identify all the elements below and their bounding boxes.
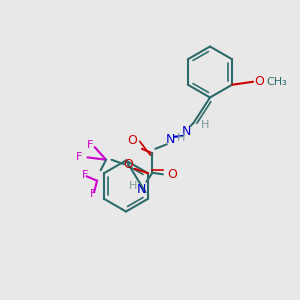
- Text: H: H: [177, 133, 185, 143]
- Text: F: F: [89, 189, 96, 199]
- Text: O: O: [168, 168, 177, 181]
- Text: H: H: [129, 181, 137, 191]
- Text: H: H: [201, 120, 209, 130]
- Text: N: N: [136, 183, 146, 196]
- Text: N: N: [182, 125, 192, 138]
- Text: O: O: [128, 134, 137, 147]
- Text: F: F: [76, 152, 82, 162]
- Text: O: O: [124, 158, 134, 171]
- Text: F: F: [86, 140, 93, 150]
- Text: F: F: [82, 170, 88, 180]
- Text: N: N: [166, 133, 175, 146]
- Text: O: O: [255, 75, 265, 88]
- Text: CH₃: CH₃: [267, 77, 287, 87]
